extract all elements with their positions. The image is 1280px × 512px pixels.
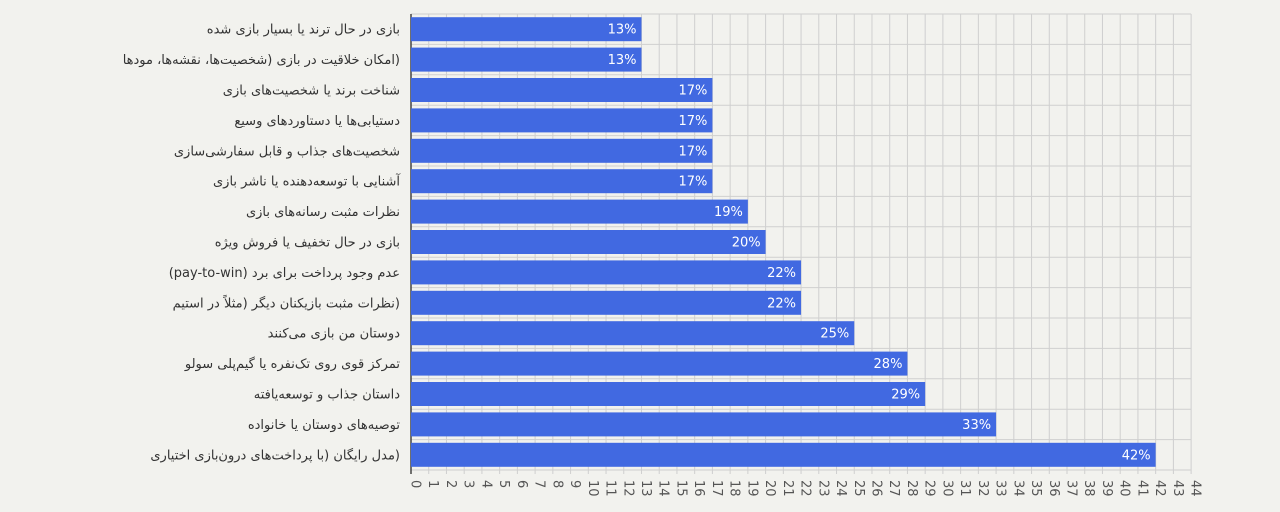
x-tick-label: 32 <box>975 480 990 497</box>
category-label: دستیابی‌ها یا دستاوردهای وسیع <box>234 114 400 129</box>
bar-value-label: 22% <box>767 296 796 311</box>
category-label: شخصیت‌های جذاب و قابل سفارشی‌سازی <box>174 144 400 159</box>
category-label: (مدل رایگان (با پرداخت‌های درون‌بازی اخت… <box>150 447 400 463</box>
bar <box>411 442 1156 467</box>
x-tick-label: 4 <box>478 480 493 488</box>
x-tick-label: 3 <box>461 480 476 488</box>
category-label: داستان جذاب و توسعه‌یافته <box>254 388 400 403</box>
x-tick-label: 9 <box>567 480 582 488</box>
bars: 13% 13% 17% 17% 17% 17% 19% 20% 22% 22% 25% 28% 29% 3… <box>411 17 1156 467</box>
x-tick-label: 24 <box>833 480 848 497</box>
bar <box>411 169 713 194</box>
bar <box>411 290 802 315</box>
x-tick-label: 27 <box>886 480 901 497</box>
x-tick-label: 19 <box>744 480 759 497</box>
category-label: (نظرات مثبت بازیکنان دیگر (مثلاً در استی… <box>173 294 400 311</box>
x-tick-label: 14 <box>656 480 671 497</box>
x-tick-label: 0 <box>408 480 423 488</box>
category-label: بازی در حال ترند یا بسیار بازی شده <box>207 23 400 38</box>
category-label: نظرات مثبت رسانه‌های بازی <box>246 205 400 220</box>
bar-value-label: 17% <box>679 84 708 99</box>
bar-value-label: 28% <box>874 357 903 372</box>
category-label: توصیه‌های دوستان یا خانواده <box>248 418 401 433</box>
x-tick-label: 34 <box>1010 480 1025 497</box>
bar <box>411 108 713 133</box>
bar <box>411 230 766 254</box>
bar-value-label: 29% <box>891 388 920 403</box>
x-tick-label: 33 <box>993 480 1008 497</box>
x-tick-label: 17 <box>709 480 724 497</box>
bar <box>411 321 855 346</box>
x-tick-label: 22 <box>798 480 813 497</box>
bar-value-label: 17% <box>679 144 708 159</box>
x-tick-label: 30 <box>939 480 954 497</box>
x-tick-label: 42 <box>1152 480 1167 497</box>
x-tick-label: 31 <box>957 480 972 497</box>
bar-value-label: 20% <box>732 236 761 251</box>
x-tick-label: 11 <box>603 480 618 497</box>
bar-value-label: 13% <box>608 23 637 38</box>
x-tick-label: 29 <box>922 480 937 497</box>
category-label: دوستان من بازی می‌کنند <box>268 327 401 342</box>
x-tick-label: 8 <box>549 480 564 488</box>
category-label: آشنایی با توسعه‌دهنده یا ناشر بازی <box>213 173 401 190</box>
x-tick-label: 16 <box>691 480 706 497</box>
bar <box>411 17 642 42</box>
bar <box>411 382 926 406</box>
category-label: شناخت برند یا شخصیت‌های بازی <box>223 84 400 99</box>
bar-value-label: 17% <box>679 114 708 129</box>
x-tick-label: 12 <box>620 480 635 497</box>
x-tick-label: 21 <box>780 480 795 497</box>
x-tick-label: 5 <box>496 480 511 488</box>
bar <box>411 260 802 285</box>
x-tick-label: 44 <box>1188 480 1203 497</box>
x-tick-label: 6 <box>514 480 529 488</box>
bar <box>411 47 642 72</box>
x-tick-label: 28 <box>904 480 919 497</box>
category-labels: بازی در حال ترند یا بسیار بازی شده (امکان… <box>123 23 402 464</box>
x-tick-label: 25 <box>851 480 866 497</box>
bar-value-label: 33% <box>962 418 991 433</box>
x-tick-label: 23 <box>815 480 830 497</box>
x-tick-label: 40 <box>1117 480 1132 497</box>
bar <box>411 412 997 437</box>
bar-value-label: 25% <box>820 327 849 342</box>
x-tick-label: 38 <box>1081 480 1096 497</box>
category-label: (pay-to-win) عدم وجود پرداخت برای برد <box>169 266 400 281</box>
bar <box>411 78 713 102</box>
x-tick-label: 7 <box>532 480 547 488</box>
bar <box>411 138 713 163</box>
x-tick-label: 39 <box>1099 480 1114 497</box>
x-tick-label: 20 <box>762 480 777 497</box>
x-tick-label: 1 <box>425 480 440 488</box>
x-tick-label: 15 <box>673 480 688 497</box>
bar <box>411 351 908 376</box>
category-label: (امکان خلاقیت در بازی (شخصیت‌ها، نقشه‌ها… <box>123 53 400 68</box>
bar-value-label: 19% <box>714 205 743 220</box>
bar-value-label: 17% <box>679 175 708 190</box>
x-tick-label: 37 <box>1064 480 1079 497</box>
x-tick-label: 35 <box>1028 480 1043 497</box>
x-tick-label: 36 <box>1046 480 1061 497</box>
bar-value-label: 42% <box>1122 448 1151 463</box>
category-label: تمرکز قوی روی تک‌نفره یا گیم‌پلی سولو <box>184 356 400 372</box>
x-tick-label: 18 <box>727 480 742 497</box>
bar <box>411 199 748 224</box>
x-tick-label: 10 <box>585 480 600 497</box>
bar-value-label: 13% <box>608 53 637 68</box>
bar-value-label: 22% <box>767 266 796 281</box>
x-tick-label: 26 <box>868 480 883 497</box>
category-label: بازی در حال تخفیف یا فروش ویژه <box>215 236 400 251</box>
x-tick-label: 2 <box>443 480 458 488</box>
x-tick-label: 43 <box>1170 480 1185 497</box>
x-tick-label: 41 <box>1134 480 1149 497</box>
x-tick-label: 13 <box>638 480 653 497</box>
x-axis-ticks: 0 1 2 3 4 5 6 7 8 9 10 11 12 13 14 15 16 17 18 19 20 21 22 23 24… <box>408 480 1203 497</box>
